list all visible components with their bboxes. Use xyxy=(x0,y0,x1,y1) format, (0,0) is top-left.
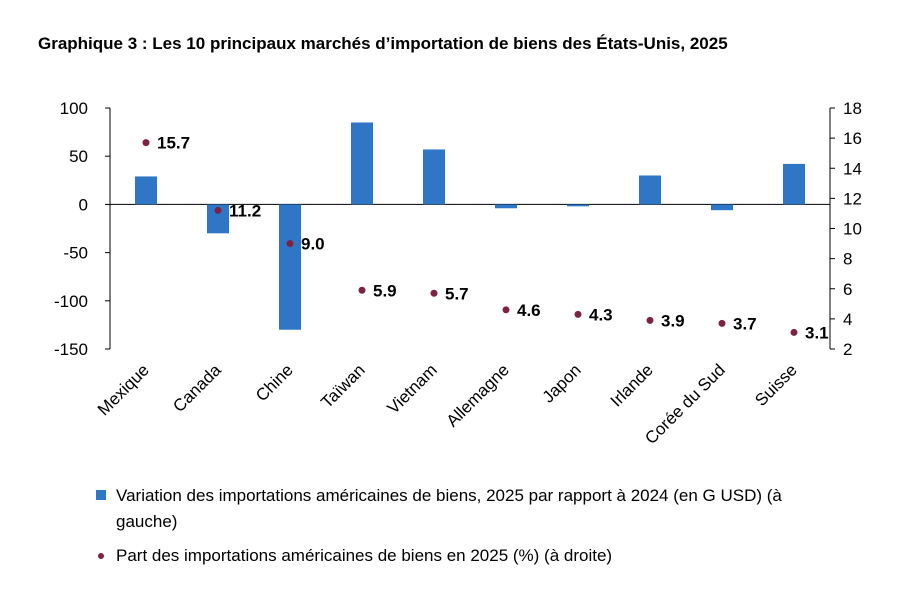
right-tick-label: 4 xyxy=(843,310,852,329)
left-tick-label: -150 xyxy=(54,340,88,359)
dot-point xyxy=(358,286,366,294)
category-label: Japon xyxy=(539,360,585,406)
bar-suisse xyxy=(783,163,805,205)
left-tick-label: 0 xyxy=(79,195,88,214)
right-tick-label: 6 xyxy=(843,280,852,299)
right-tick-label: 14 xyxy=(843,159,862,178)
dot-point xyxy=(718,319,726,327)
dot-data-label: 3.9 xyxy=(661,311,685,330)
dot-data-label: 3.1 xyxy=(805,323,829,342)
legend-dot-swatch xyxy=(98,553,104,559)
bar-mexique xyxy=(135,176,157,205)
category-label: Mexique xyxy=(94,360,153,419)
dot-point xyxy=(430,289,438,297)
category-labels: Mexique Canada Chine Taïwan Vietnam Allemagne… xyxy=(94,360,801,448)
legend-bar-swatch xyxy=(96,490,106,500)
category-label: Allemagne xyxy=(443,360,513,430)
category-label: Suisse xyxy=(751,360,801,410)
chart-title: Graphique 3 : Les 10 principaux marchés … xyxy=(38,34,728,53)
bar-chine xyxy=(279,204,301,330)
category-label: Chine xyxy=(252,360,297,405)
right-tick-label: 8 xyxy=(843,250,852,269)
dot-point xyxy=(646,316,654,324)
dot-point xyxy=(790,328,798,336)
left-tick-label: 100 xyxy=(60,99,88,118)
left-tick-label: 50 xyxy=(69,147,88,166)
dot-data-label: 3.7 xyxy=(733,314,757,333)
dot-data-label: 4.3 xyxy=(589,305,613,324)
dot-data-label: 9.0 xyxy=(301,235,325,254)
dot-data-label: 11.2 xyxy=(229,201,261,220)
dot-point xyxy=(574,310,582,318)
right-axis: 18 16 14 12 10 8 6 4 2 xyxy=(829,99,862,359)
right-tick-label: 16 xyxy=(843,129,862,148)
bar-cor-e-du-sud xyxy=(711,204,733,211)
category-label: Taïwan xyxy=(317,360,369,412)
legend-dot-label: Part des importations américaines de bie… xyxy=(116,546,613,565)
right-tick-label: 18 xyxy=(843,99,862,118)
bar-japon xyxy=(567,204,589,207)
bar-irlande xyxy=(639,175,661,205)
left-tick-label: -50 xyxy=(63,244,88,263)
dot-data-label: 15.7 xyxy=(157,134,190,153)
legend-bar-label: Variation des importations américaines d… xyxy=(116,486,782,531)
right-tick-label: 2 xyxy=(843,340,852,359)
dot-series: 15.7 11.2 9.0 5.9 5.7 4.6 4.3 3.9 3.7 3.1 xyxy=(142,134,829,342)
bar-vietnam xyxy=(423,149,445,205)
category-label: Canada xyxy=(169,360,225,416)
dot-point xyxy=(502,306,510,314)
chart: 100 50 0 -50 -100 -150 18 16 14 12 10 8 6 4 2 15.7 11.… xyxy=(54,99,862,448)
dot-point xyxy=(214,206,222,214)
right-tick-label: 10 xyxy=(843,220,862,239)
dot-data-label: 5.7 xyxy=(445,284,469,303)
dot-data-label: 4.6 xyxy=(517,301,541,320)
bar-canada xyxy=(207,204,229,234)
left-axis: 100 50 0 -50 -100 -150 xyxy=(54,99,830,359)
left-tick-label: -100 xyxy=(54,292,88,311)
category-label: Vietnam xyxy=(384,360,441,417)
dot-point xyxy=(286,240,294,248)
dot-data-label: 5.9 xyxy=(373,281,397,300)
category-label: Irlande xyxy=(607,360,657,410)
bar-allemagne xyxy=(495,204,517,209)
bar-ta-wan xyxy=(351,122,373,205)
bar-series xyxy=(135,122,805,330)
dot-point xyxy=(142,139,150,147)
right-tick-label: 12 xyxy=(843,189,862,208)
